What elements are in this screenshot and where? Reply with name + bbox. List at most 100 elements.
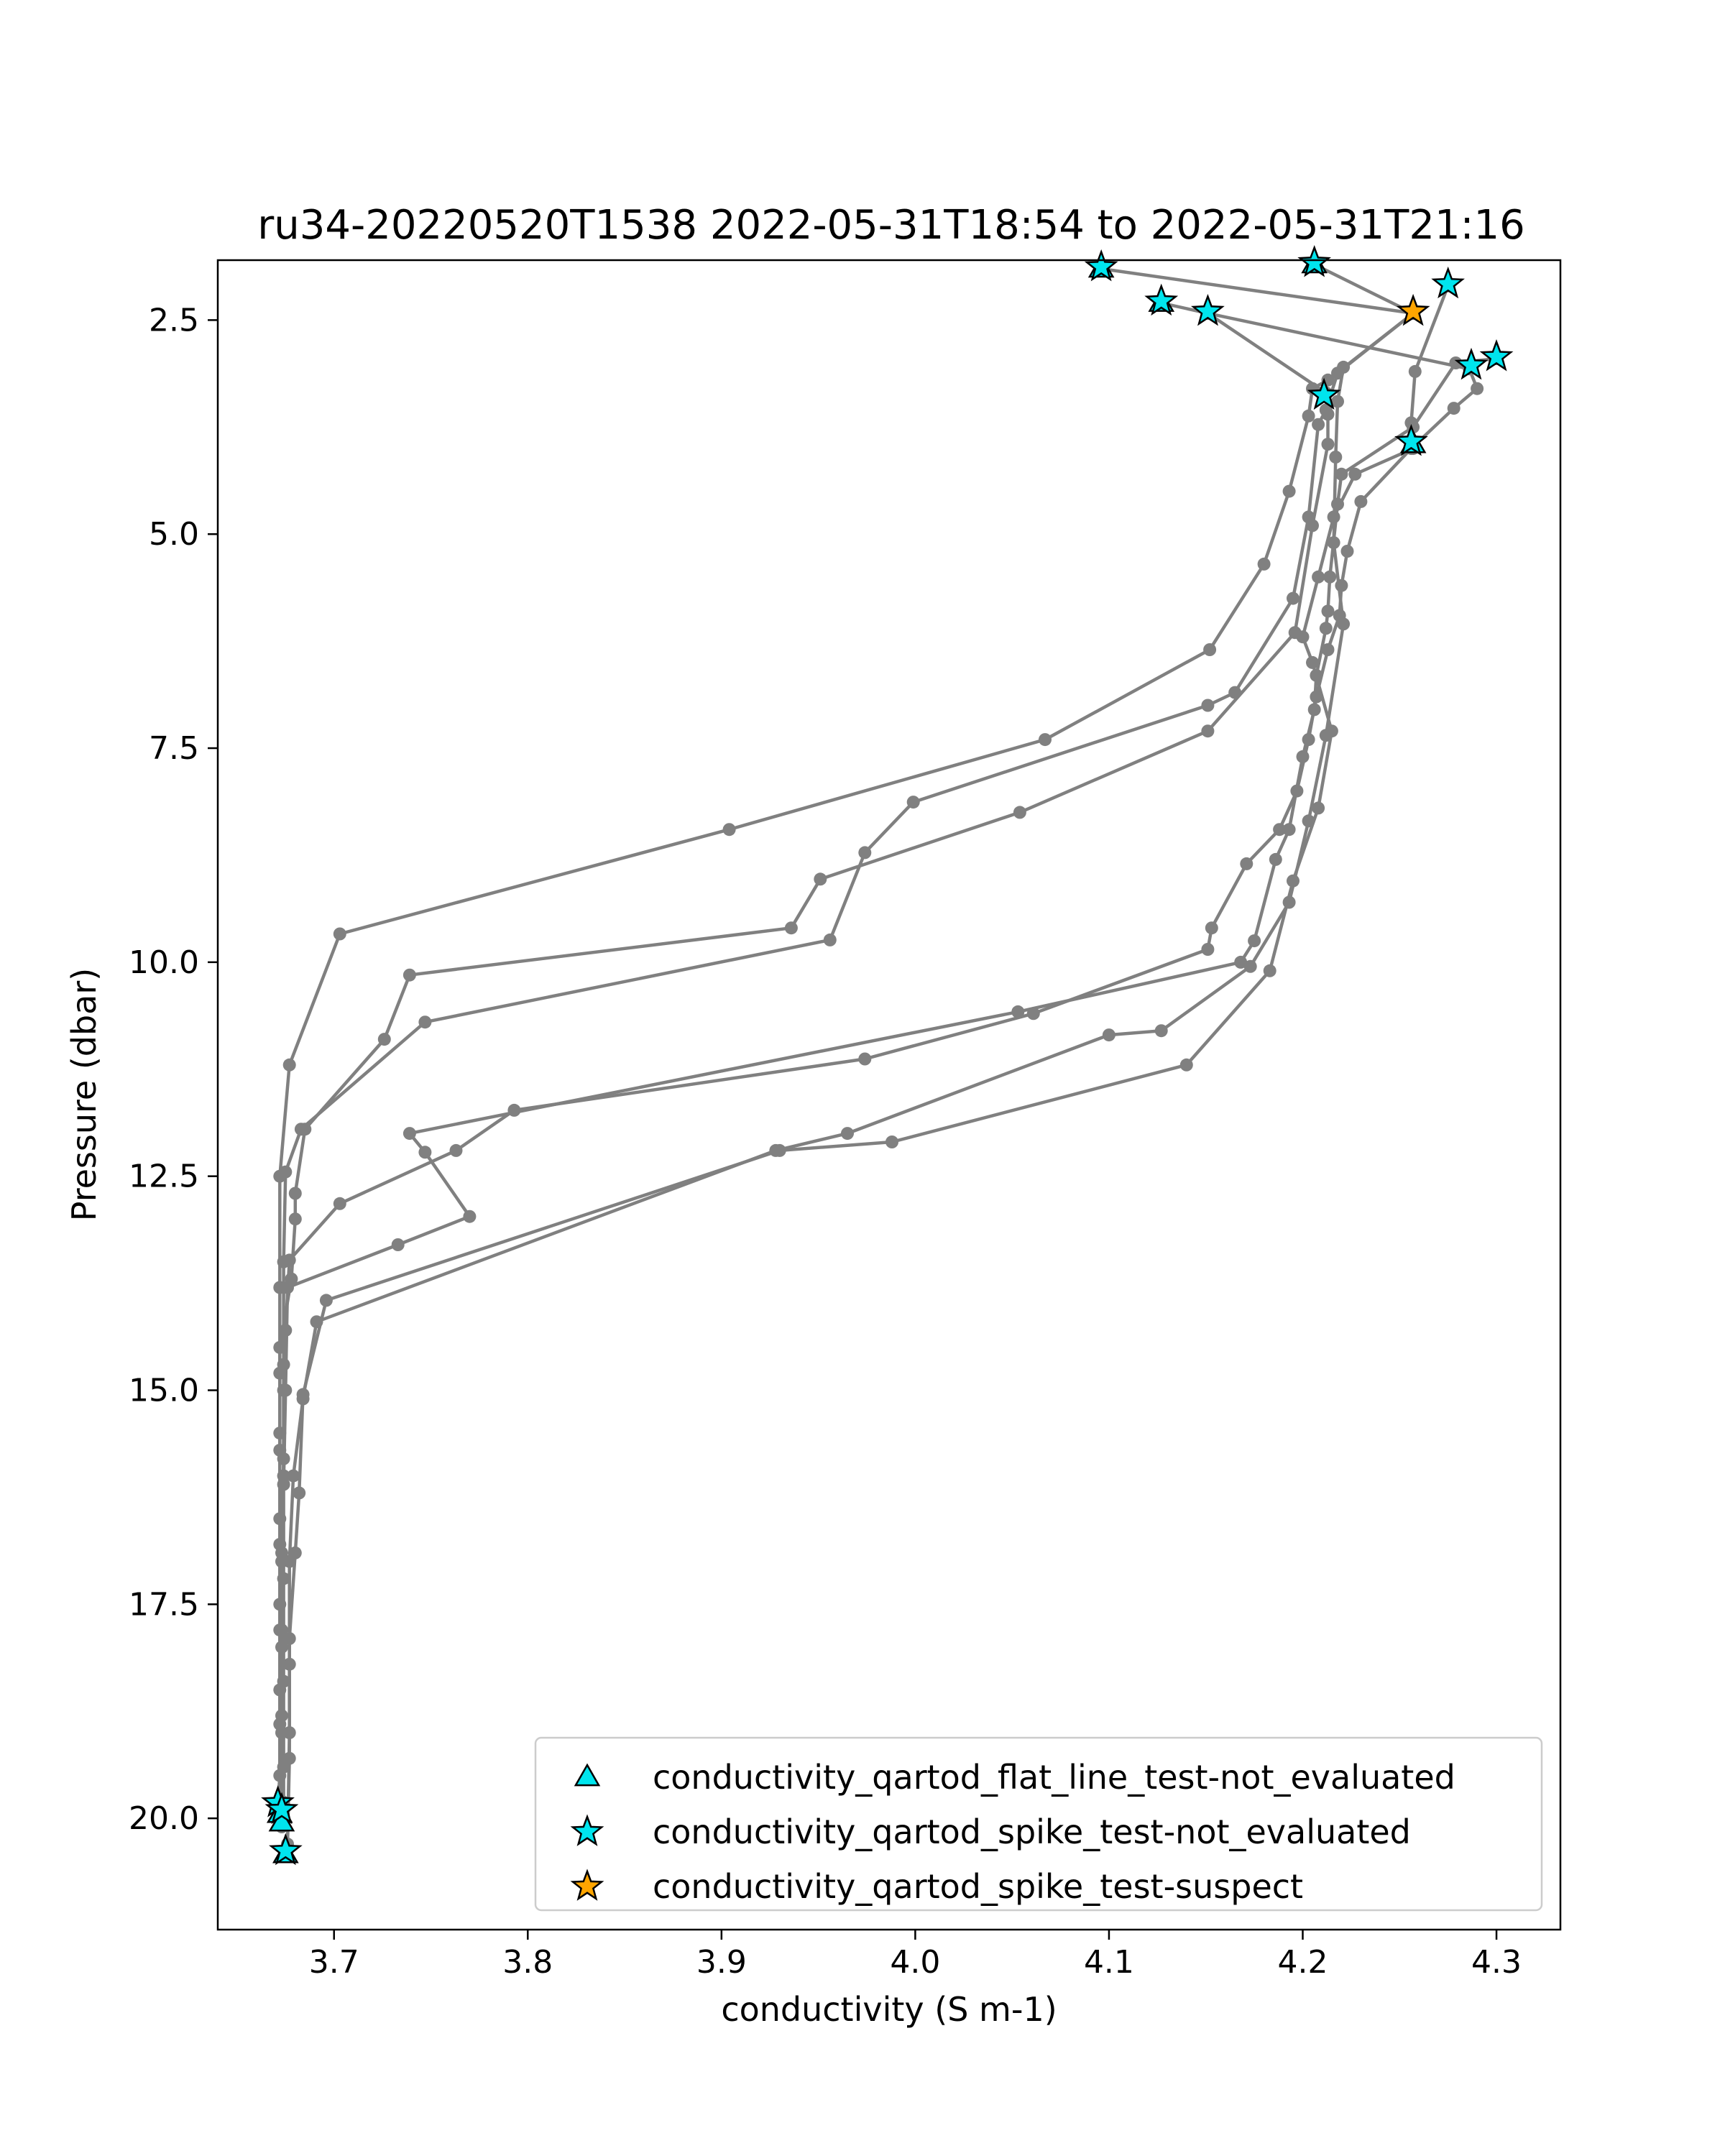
data-point — [1234, 955, 1248, 969]
data-point — [1337, 617, 1351, 631]
y-tick-label: 2.5 — [149, 302, 199, 338]
profile-line-7 — [285, 367, 1346, 1844]
data-point — [1257, 557, 1271, 571]
data-point — [277, 1452, 290, 1465]
data-point — [1321, 407, 1335, 421]
y-tick-label: 10.0 — [129, 944, 199, 981]
data-point — [1282, 895, 1296, 909]
data-point — [1201, 699, 1215, 712]
data-point — [1323, 570, 1337, 584]
spike-not-evaluated-marker — [1191, 293, 1225, 326]
data-point — [277, 1478, 290, 1491]
data-point — [273, 1340, 287, 1354]
legend-box — [534, 1736, 1543, 1912]
data-point — [769, 1143, 783, 1157]
data-point — [1449, 356, 1463, 369]
chart-title: ru34-20220520T1538 2022-05-31T18:54 to 2… — [257, 202, 1524, 249]
data-point — [449, 1143, 463, 1157]
data-point — [273, 1427, 287, 1440]
data-point — [1335, 467, 1348, 481]
data-point — [402, 1127, 416, 1141]
data-point — [279, 1324, 293, 1337]
data-point — [1331, 497, 1344, 511]
data-point — [1302, 733, 1315, 747]
legend: conductivity_qartod_flat_line_test-not_e… — [534, 1736, 1543, 1912]
data-point — [282, 1253, 296, 1267]
data-point — [906, 796, 920, 809]
data-point — [279, 1165, 293, 1179]
data-point — [277, 1572, 290, 1585]
data-point — [1471, 382, 1484, 395]
axes-frame — [216, 259, 1562, 1931]
spike-not-evaluated-marker — [268, 1833, 303, 1866]
data-point — [277, 1358, 290, 1371]
legend-entries: conductivity_qartod_flat_line_test-not_e… — [570, 1758, 1455, 1906]
legend-star-icon — [570, 1814, 604, 1846]
data-point — [402, 968, 416, 982]
legend-label: conductivity_qartod_spike_test-not_evalu… — [653, 1812, 1411, 1851]
x-tick-label: 4.0 — [890, 1944, 940, 1981]
y-tick-label: 5.0 — [149, 516, 199, 553]
data-point — [288, 1212, 302, 1226]
data-point — [1408, 364, 1422, 378]
data-point — [1302, 814, 1315, 828]
data-point — [1026, 1007, 1040, 1021]
flag-markers — [261, 245, 1514, 1866]
data-point — [1306, 519, 1319, 533]
data-point — [1447, 402, 1460, 415]
data-point — [418, 1146, 432, 1159]
data-point — [282, 1058, 296, 1072]
x-tick-label: 4.3 — [1471, 1944, 1522, 1981]
data-point — [319, 1294, 333, 1307]
data-point — [293, 1486, 306, 1500]
data-point — [814, 872, 827, 886]
data-point — [1203, 643, 1217, 656]
data-point — [1102, 1028, 1116, 1042]
data-point — [784, 921, 798, 935]
data-point — [1263, 964, 1276, 977]
plot-area — [261, 245, 1514, 1866]
spike-not-evaluated-marker — [1479, 339, 1514, 372]
data-point — [1327, 510, 1340, 524]
data-point — [282, 1657, 296, 1671]
x-tick-label: 3.9 — [696, 1944, 747, 1981]
x-tick-label: 3.8 — [502, 1944, 553, 1981]
data-point — [1179, 1058, 1193, 1072]
data-point — [823, 933, 837, 946]
data-point — [1243, 959, 1257, 973]
data-point — [1287, 591, 1300, 605]
data-point — [1340, 545, 1354, 558]
data-point — [1312, 418, 1325, 431]
data-point — [281, 1281, 294, 1294]
data-point — [1337, 360, 1351, 374]
data-point — [391, 1238, 405, 1251]
data-point — [1282, 484, 1296, 498]
data-point — [858, 1052, 872, 1066]
data-point — [1310, 668, 1323, 682]
data-point — [1331, 395, 1344, 408]
data-point — [333, 1197, 346, 1210]
y-tick-label: 7.5 — [149, 730, 199, 767]
legend-label: conductivity_qartod_spike_test-suspect — [653, 1867, 1303, 1906]
legend-triangle-icon — [574, 1763, 601, 1787]
data-point — [1312, 570, 1325, 584]
data-point — [298, 1123, 312, 1136]
y-tick-label: 15.0 — [129, 1372, 199, 1409]
data-point — [1327, 536, 1340, 550]
data-point — [1354, 494, 1368, 508]
spike-not-evaluated-marker — [1084, 249, 1118, 282]
y-tick-label: 20.0 — [129, 1800, 199, 1837]
legend-star-icon — [570, 1869, 604, 1901]
data-point — [1154, 1024, 1168, 1038]
data-point — [282, 1726, 296, 1739]
data-point — [1307, 703, 1321, 717]
data-point — [1290, 784, 1304, 798]
data-point — [333, 927, 346, 941]
data-point — [886, 1135, 898, 1148]
spike-suspect-marker — [1396, 293, 1430, 326]
data-point — [1302, 409, 1315, 423]
data-point — [1039, 733, 1052, 747]
data-point — [1310, 690, 1323, 704]
data-point — [1306, 655, 1319, 669]
data-point — [275, 1709, 288, 1723]
